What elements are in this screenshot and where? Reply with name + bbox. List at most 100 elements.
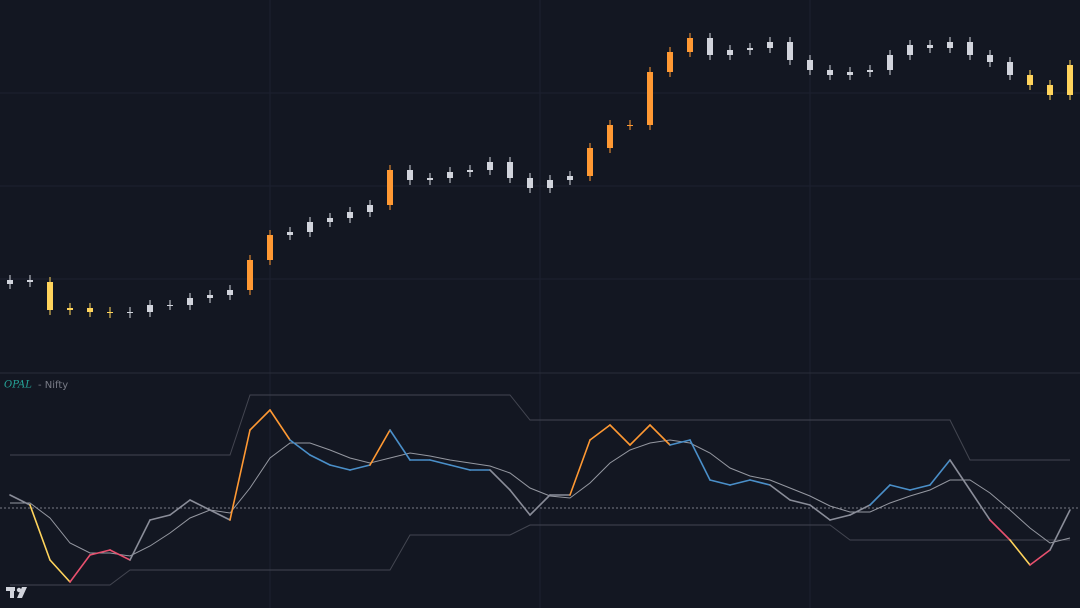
oscillator-segment	[1009, 539, 1031, 566]
oscillator-segment	[69, 554, 91, 583]
oscillator-segment	[429, 459, 451, 466]
oscillator-segment	[29, 504, 51, 561]
oscillator-segment	[609, 424, 631, 446]
candle-body	[967, 42, 973, 55]
candle-body	[527, 178, 533, 188]
oscillator-segment	[449, 464, 471, 471]
candle-body	[87, 308, 93, 312]
candle-body	[367, 205, 373, 212]
oscillator-segment	[149, 514, 171, 521]
candle-body	[767, 42, 773, 48]
oscillator-segment	[789, 499, 811, 506]
oscillator-segment	[709, 479, 731, 486]
oscillator-segment	[169, 499, 191, 516]
candle-body	[927, 45, 933, 48]
oscillator-segment	[9, 494, 31, 506]
signal-line	[10, 439, 1071, 557]
indicator-name: OPAL	[4, 380, 32, 391]
oscillator-segment	[269, 409, 291, 441]
oscillator-segment	[109, 549, 131, 561]
candle-body	[947, 42, 953, 48]
oscillator-segment	[489, 469, 511, 491]
oscillator-segment	[189, 499, 211, 511]
symbol-name: - Nifty	[38, 380, 68, 391]
oscillator-segment	[529, 494, 551, 516]
oscillator-segment	[89, 549, 111, 556]
upper-band	[10, 394, 1070, 461]
candle-body	[1047, 85, 1053, 95]
candle-body	[207, 295, 213, 298]
oscillator-segment	[389, 429, 411, 461]
candle-body	[607, 125, 613, 148]
oscillator-segment	[829, 514, 851, 521]
candle-body	[887, 55, 893, 70]
oscillator-segment	[869, 484, 891, 506]
oscillator-segment	[729, 479, 751, 486]
candle-body	[467, 170, 473, 172]
candle-body	[1027, 75, 1033, 85]
candle-body	[447, 172, 453, 178]
candle-body	[1007, 62, 1013, 75]
candle-body	[247, 260, 253, 290]
oscillator-segment	[569, 439, 591, 496]
candle-body	[327, 218, 333, 222]
candle-body	[687, 38, 693, 52]
candle-body	[907, 45, 913, 55]
candle-body	[587, 148, 593, 176]
candle-body	[267, 235, 273, 260]
candle-body	[147, 305, 153, 312]
oscillator-segment	[349, 464, 371, 471]
candle-body	[187, 298, 193, 305]
oscillator-segment	[229, 429, 251, 521]
lower-band	[10, 524, 1070, 586]
candle-body	[407, 170, 413, 180]
candle-body	[667, 52, 673, 72]
tv-logo	[6, 587, 27, 598]
candle-body	[487, 162, 493, 170]
candle-body	[287, 232, 293, 235]
oscillator-segment	[949, 459, 971, 491]
candle-body	[347, 212, 353, 218]
candle-body	[127, 312, 133, 313]
oscillator-segment	[129, 519, 151, 561]
oscillator-segment	[329, 464, 351, 471]
oscillator-segment	[1049, 509, 1071, 551]
oscillator-segment	[369, 429, 391, 466]
oscillator-segment	[849, 504, 871, 516]
oscillator-segment	[669, 439, 691, 446]
oscillator-segment	[989, 519, 1011, 541]
candle-body	[987, 55, 993, 62]
oscillator-segment	[509, 489, 531, 516]
candle-body	[507, 162, 513, 178]
candle-body	[107, 312, 113, 313]
oscillator-segment	[629, 424, 651, 446]
candle-body	[867, 70, 873, 72]
oscillator-segment	[689, 439, 711, 481]
candle-body	[707, 38, 713, 55]
candle-body	[847, 72, 853, 75]
candle-body	[167, 305, 173, 306]
oscillator-segment	[749, 479, 771, 486]
candle-body	[647, 72, 653, 125]
candle-body	[827, 70, 833, 75]
oscillator-segment	[209, 509, 231, 521]
oscillator-segment	[1029, 549, 1051, 566]
oscillator-segment	[589, 424, 611, 441]
candle-body	[67, 308, 73, 310]
candle-body	[567, 176, 573, 180]
candle-body	[27, 280, 33, 282]
candle-body	[727, 50, 733, 55]
oscillator-segment	[929, 459, 951, 486]
candle-body	[7, 280, 13, 284]
oscillator-segment	[249, 409, 271, 431]
candle-body	[807, 60, 813, 70]
candle-body	[227, 290, 233, 295]
candle-body	[307, 222, 313, 232]
oscillator-segment	[809, 504, 831, 521]
oscillator-segment	[969, 489, 991, 521]
oscillator-segment	[889, 484, 911, 491]
oscillator-segment	[769, 484, 791, 501]
